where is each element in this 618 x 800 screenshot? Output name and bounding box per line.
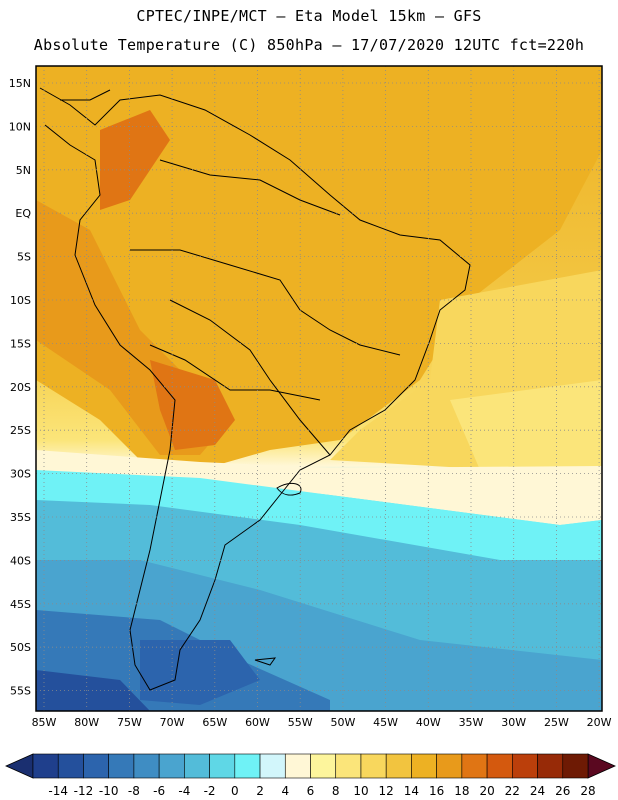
lat-label: 45S <box>10 598 31 611</box>
colorbar-label: 4 <box>281 784 289 798</box>
colorbar-swatch <box>335 753 362 779</box>
colorbar-swatch <box>209 753 236 779</box>
colorbar-label: 14 <box>404 784 419 798</box>
lat-label: 40S <box>10 554 31 567</box>
lon-label: 65W <box>202 716 227 729</box>
colorbar-swatch <box>284 753 311 779</box>
colorbar-swatch <box>436 753 463 779</box>
lat-label: 35S <box>10 511 31 524</box>
lon-label: 75W <box>117 716 142 729</box>
lon-label: 70W <box>160 716 185 729</box>
lon-label: 80W <box>74 716 99 729</box>
colorbar-low-arrow <box>5 753 34 779</box>
colorbar-label: 16 <box>429 784 444 798</box>
lon-label: 55W <box>288 716 313 729</box>
colorbar: -14 -12 -10 -8 -6 -4 -2 0 2 4 6 8 10 12 14 16 18 20 22 24 26… <box>5 753 616 798</box>
colorbar-high-arrow <box>587 753 616 779</box>
lon-label: 50W <box>330 716 355 729</box>
chart-title-line1: CPTEC/INPE/MCT – Eta Model 15km – GFS <box>136 7 482 25</box>
colorbar-swatch <box>486 753 513 779</box>
lat-label: 25S <box>10 424 31 437</box>
colorbar-label: 2 <box>256 784 264 798</box>
lat-label: 15N <box>9 77 31 90</box>
colorbar-label: 22 <box>505 784 520 798</box>
colorbar-label: 6 <box>307 784 315 798</box>
colorbar-swatch <box>537 753 564 779</box>
temperature-field <box>36 66 602 711</box>
lat-label: 50S <box>10 641 31 654</box>
colorbar-label: -4 <box>178 784 190 798</box>
chart-title-line2: Absolute Temperature (C) 850hPa – 17/07/… <box>33 36 585 54</box>
colorbar-label: 10 <box>353 784 368 798</box>
lat-label: EQ <box>15 207 31 220</box>
colorbar-swatch <box>512 753 538 779</box>
lon-label: 60W <box>245 716 270 729</box>
latitude-labels: 15N 10N 5N EQ 5S 10S 15S 20S 25S 30S 35S 40S 45S 50S 5… <box>9 77 32 698</box>
colorbar-label: -12 <box>74 784 94 798</box>
coastline-outlines <box>39 87 471 691</box>
colorbar-swatch <box>108 753 135 779</box>
colorbar-label: 0 <box>231 784 239 798</box>
colorbar-swatch <box>184 753 210 779</box>
lat-label: 10S <box>10 294 31 307</box>
lat-label: 15S <box>10 337 31 350</box>
colorbar-label: -10 <box>99 784 119 798</box>
lon-label: 45W <box>373 716 398 729</box>
lat-label: 5N <box>16 164 31 177</box>
lat-label: 55S <box>10 685 31 698</box>
lat-label: 10N <box>9 120 31 133</box>
colorbar-swatch <box>158 753 185 779</box>
colorbar-swatch <box>360 753 387 779</box>
colorbar-swatch <box>133 753 160 779</box>
longitude-labels: 85W 80W 75W 70W 65W 60W 55W 50W 45W 40W 35W 30W 25W 2… <box>32 716 612 729</box>
colorbar-swatch <box>32 753 59 779</box>
colorbar-label: -14 <box>48 784 68 798</box>
colorbar-label: 20 <box>479 784 494 798</box>
colorbar-swatch <box>411 753 437 779</box>
colorbar-label: 26 <box>555 784 570 798</box>
lon-label: 25W <box>544 716 569 729</box>
colorbar-label: 8 <box>332 784 340 798</box>
colorbar-label: -8 <box>128 784 140 798</box>
lat-label: 5S <box>17 251 31 264</box>
colorbar-swatch <box>83 753 109 779</box>
colorbar-swatch <box>461 753 488 779</box>
colorbar-label: 28 <box>580 784 595 798</box>
colorbar-swatch <box>385 753 412 779</box>
colorbar-swatch <box>310 753 337 779</box>
lat-label: 30S <box>10 468 31 481</box>
colorbar-label: 18 <box>454 784 469 798</box>
colorbar-label: -2 <box>204 784 216 798</box>
map-frame <box>35 65 603 712</box>
colorbar-label: -6 <box>153 784 165 798</box>
colorbar-swatch <box>57 753 84 779</box>
colorbar-swatch <box>562 753 589 779</box>
lon-label: 30W <box>501 716 526 729</box>
colorbar-label: 24 <box>530 784 545 798</box>
lat-label: 20S <box>10 381 31 394</box>
lon-label: 35W <box>459 716 484 729</box>
colorbar-swatch <box>259 753 286 779</box>
lon-label: 20W <box>587 716 612 729</box>
colorbar-swatch <box>234 753 261 779</box>
colorbar-label: 12 <box>379 784 394 798</box>
lon-label: 85W <box>32 716 57 729</box>
lon-label: 40W <box>416 716 441 729</box>
